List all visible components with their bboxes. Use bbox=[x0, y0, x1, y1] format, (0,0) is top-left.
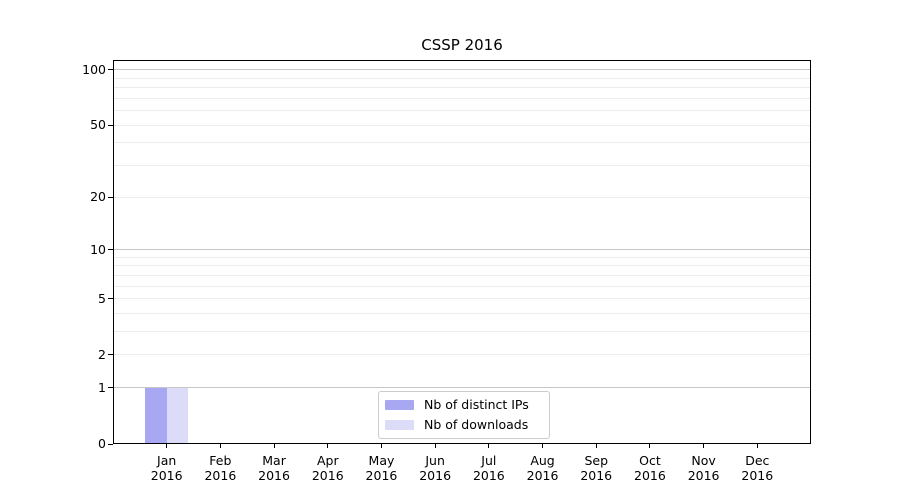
x-axis-tick-mark bbox=[380, 444, 382, 448]
y-axis-tick-label: 20 bbox=[90, 189, 106, 205]
y-axis-tick-label: 50 bbox=[90, 117, 106, 133]
legend-label: Nb of downloads bbox=[424, 417, 529, 432]
y-axis-tick-mark bbox=[108, 69, 113, 71]
x-axis-tick-label: Apr 2016 bbox=[311, 453, 344, 483]
x-axis-tick-label: Nov 2016 bbox=[687, 453, 720, 483]
legend-entry: Nb of distinct IPs bbox=[385, 397, 541, 413]
x-axis-tick-label: Dec 2016 bbox=[741, 453, 774, 483]
x-axis-tick-label: Jun 2016 bbox=[419, 453, 452, 483]
legend-entry: Nb of downloads bbox=[385, 417, 541, 433]
x-axis-tick-label: Jan 2016 bbox=[150, 453, 183, 483]
gridline-minor bbox=[113, 256, 811, 258]
chart-title: CSSP 2016 bbox=[421, 36, 503, 54]
y-axis-tick-label: 5 bbox=[98, 290, 106, 306]
x-axis-tick-mark bbox=[595, 444, 597, 448]
gridline-major bbox=[113, 69, 811, 71]
gridline-minor bbox=[113, 265, 811, 267]
x-axis-tick-mark bbox=[273, 444, 275, 448]
gridline-minor bbox=[113, 196, 811, 198]
x-axis-tick-mark bbox=[488, 444, 490, 448]
legend-swatch-downloads bbox=[385, 420, 414, 430]
plot-area bbox=[113, 60, 811, 444]
gridline-minor bbox=[113, 110, 811, 112]
legend: Nb of distinct IPs Nb of downloads bbox=[378, 391, 550, 439]
y-axis-tick-label: 10 bbox=[90, 241, 106, 257]
bar-distinct-ips bbox=[145, 387, 167, 444]
x-axis-tick-label: Feb 2016 bbox=[204, 453, 237, 483]
gridline-minor bbox=[113, 354, 811, 356]
y-axis-tick-mark bbox=[108, 298, 113, 300]
gridline-minor bbox=[113, 298, 811, 300]
x-axis-tick-mark bbox=[649, 444, 651, 448]
y-axis-tick-mark bbox=[108, 196, 113, 198]
x-axis-tick-label: Oct 2016 bbox=[634, 453, 666, 483]
x-axis-tick-mark bbox=[219, 444, 221, 448]
bar-downloads bbox=[166, 387, 189, 444]
gridline-minor bbox=[113, 274, 811, 276]
y-axis-tick-label: 100 bbox=[82, 61, 106, 77]
x-axis-tick-mark bbox=[703, 444, 705, 448]
gridline-minor bbox=[113, 87, 811, 89]
x-axis-tick-label: May 2016 bbox=[365, 453, 398, 483]
y-axis-tick-mark bbox=[108, 387, 113, 389]
y-axis-tick-mark bbox=[108, 249, 113, 251]
y-axis-tick-label: 1 bbox=[98, 379, 106, 395]
x-axis-tick-label: Mar 2016 bbox=[258, 453, 290, 483]
x-axis-tick-mark bbox=[542, 444, 544, 448]
gridline-minor bbox=[113, 313, 811, 314]
legend-swatch-distinct-ips bbox=[385, 400, 414, 410]
x-axis-tick-mark bbox=[434, 444, 436, 448]
gridline-major bbox=[113, 387, 811, 389]
gridline-minor bbox=[113, 331, 811, 333]
x-axis-tick-mark bbox=[327, 444, 329, 448]
y-axis-tick-mark bbox=[108, 124, 113, 126]
legend-label: Nb of distinct IPs bbox=[424, 397, 529, 412]
gridline-minor bbox=[113, 77, 811, 79]
x-axis-tick-mark bbox=[756, 444, 758, 448]
gridline-minor bbox=[113, 97, 811, 99]
y-axis-tick-mark bbox=[108, 443, 113, 445]
y-axis-tick-mark bbox=[108, 354, 113, 356]
gridline-minor bbox=[113, 124, 811, 126]
gridline-minor bbox=[113, 285, 811, 287]
gridline-minor bbox=[113, 142, 811, 144]
x-axis-tick-label: Aug 2016 bbox=[526, 453, 559, 483]
x-axis-tick-label: Sep 2016 bbox=[580, 453, 613, 483]
y-axis-tick-label: 2 bbox=[98, 346, 106, 362]
gridline-minor bbox=[113, 165, 811, 167]
x-axis-tick-label: Jul 2016 bbox=[472, 453, 505, 483]
gridline-major bbox=[113, 249, 811, 251]
x-axis-tick-mark bbox=[166, 444, 168, 448]
y-axis-tick-label: 0 bbox=[98, 436, 106, 451]
